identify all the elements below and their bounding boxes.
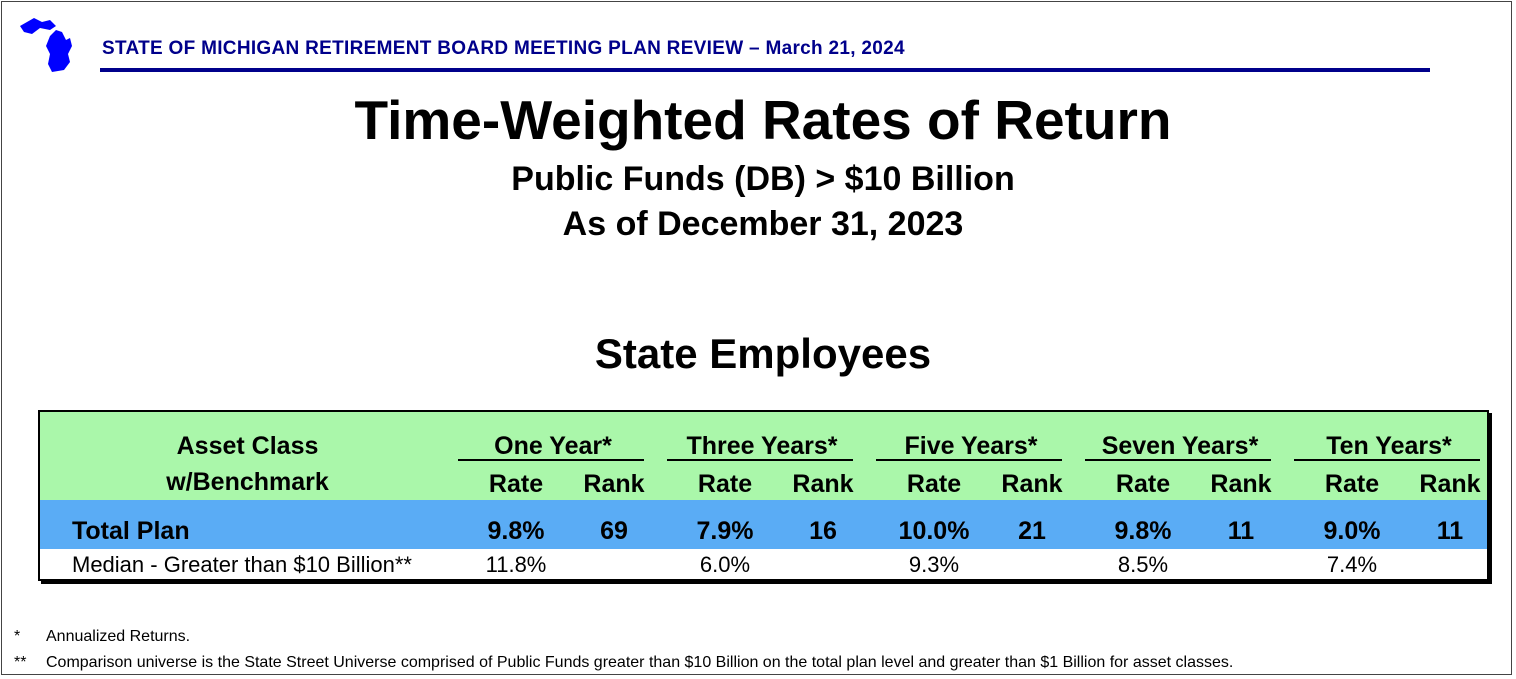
total-plan-rate: 10.0% [898,517,970,545]
total-plan-rank: 11 [1227,517,1255,545]
total-plan-rank: 21 [1018,517,1046,545]
table-header-bg [40,412,1487,500]
rank-header: Rank [1419,470,1481,498]
row-label-total-plan: Total Plan [72,517,190,545]
rate-header: Rate [488,470,544,498]
period-header-five-years: Five Years* [904,432,1038,460]
median-rate: 11.8% [485,552,547,577]
rate-header: Rate [1115,470,1171,498]
period-rule [1294,459,1480,461]
total-plan-rate: 9.0% [1323,517,1381,545]
footnote-text: Annualized Returns. [46,628,191,645]
median-rate: 8.5% [1117,552,1169,577]
michigan-map-icon [20,18,72,72]
section-title: State Employees [594,330,932,377]
total-plan-rate: 9.8% [1114,517,1172,545]
total-plan-rank: 69 [600,517,628,545]
period-rule [1085,459,1271,461]
subtitle-date: As of December 31, 2023 [562,205,964,243]
total-plan-rank: 11 [1436,517,1464,545]
rank-header: Rank [1001,470,1063,498]
asset-class-header: Asset Class [176,432,319,460]
page-title: Time-Weighted Rates of Return [354,89,1172,151]
row-label-median: Median - Greater than $10 Billion** [72,552,412,577]
returns-table: Asset Class w/Benchmark One Year* Three … [38,410,1489,581]
median-rate: 7.4% [1326,552,1378,577]
period-header-seven-years: Seven Years* [1101,432,1259,460]
median-row-bg [40,549,1487,579]
header-title: STATE OF MICHIGAN RETIREMENT BOARD MEETI… [102,38,905,59]
rate-header: Rate [906,470,962,498]
footnote-mark: ** [14,654,27,671]
subtitle-universe: Public Funds (DB) > $10 Billion [511,160,1015,198]
median-rate: 9.3% [908,552,960,577]
median-rate: 6.0% [699,552,751,577]
period-rule [876,459,1062,461]
footnote-mark: * [14,628,21,645]
rank-header: Rank [1210,470,1272,498]
footnote-annualized: * Annualized Returns. [14,628,190,646]
total-plan-rate: 9.8% [487,517,545,545]
period-header-three-years: Three Years* [686,432,838,460]
footnote-text: Comparison universe is the State Street … [46,654,1234,671]
benchmark-header: w/Benchmark [166,468,329,496]
rate-header: Rate [1324,470,1380,498]
header-rule [100,68,1430,72]
total-plan-row-bg [40,500,1487,549]
rank-header: Rank [583,470,645,498]
total-plan-rank: 16 [809,517,837,545]
period-rule [458,459,644,461]
total-plan-rate: 7.9% [696,517,754,545]
period-header-one-year: One Year* [494,432,612,460]
rate-header: Rate [697,470,753,498]
footnote-universe: ** Comparison universe is the State Stree… [14,654,1233,672]
rank-header: Rank [792,470,854,498]
period-header-ten-years: Ten Years* [1326,432,1452,460]
period-rule [667,459,853,461]
